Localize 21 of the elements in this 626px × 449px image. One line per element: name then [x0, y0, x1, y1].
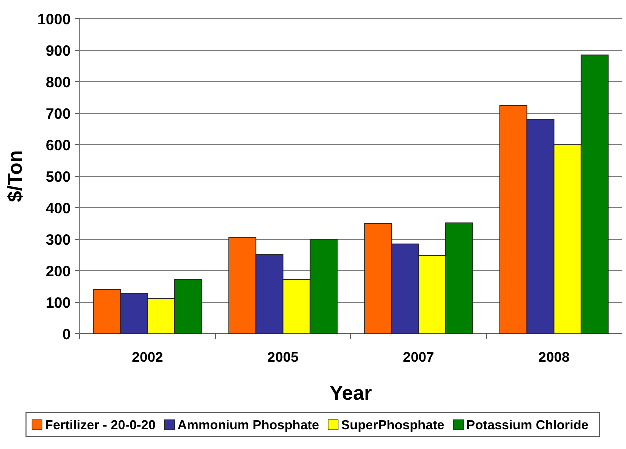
legend-label: Potassium Chloride: [466, 418, 589, 433]
y-tick-label: 900: [46, 42, 71, 60]
y-tick-label: 600: [46, 137, 71, 154]
legend-label: Fertilizer - 20-0-20: [45, 418, 156, 433]
y-tick-label: 700: [46, 106, 71, 123]
legend-label: Ammonium Phosphate: [178, 418, 320, 433]
y-tick-label: 0: [62, 326, 71, 344]
y-tick-label: 400: [46, 200, 71, 218]
x-axis-title: Year: [330, 383, 372, 405]
y-tick-label: 300: [46, 232, 71, 249]
y-tick-label: 1000: [38, 11, 71, 28]
legend-label: SuperPhosphate: [341, 418, 445, 433]
x-tick-label: 2008: [538, 349, 570, 365]
y-tick-label: 200: [46, 263, 71, 280]
x-tick-label: 2007: [403, 349, 435, 365]
y-tick-label: 800: [46, 74, 71, 92]
y-tick-label: 100: [46, 294, 71, 312]
x-tick-label: 2002: [132, 349, 164, 365]
y-tick-label: 500: [46, 168, 71, 186]
x-tick-label: 2005: [268, 349, 300, 365]
y-axis-title: $/Ton: [5, 150, 27, 202]
